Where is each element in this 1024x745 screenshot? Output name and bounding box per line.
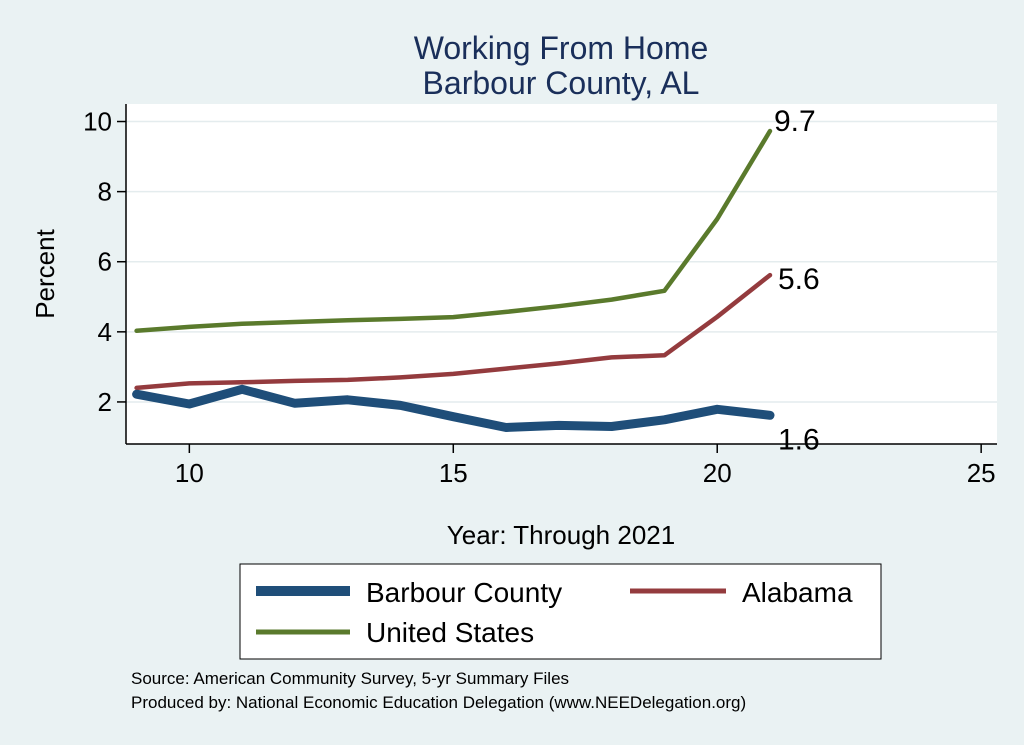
legend-label-united-states: United States bbox=[366, 617, 534, 648]
end-label-united-states: 9.7 bbox=[774, 105, 816, 138]
series-line-united-states bbox=[134, 128, 773, 334]
y-tick-label: 10 bbox=[83, 107, 112, 137]
y-axis-label: Percent bbox=[30, 228, 60, 318]
y-tick-label: 4 bbox=[98, 317, 112, 347]
y-tick-label: 6 bbox=[98, 247, 112, 277]
series-lines bbox=[132, 128, 775, 432]
legend-label-barbour-county: Barbour County bbox=[366, 577, 562, 608]
y-tick-label: 2 bbox=[98, 387, 112, 417]
end-label-barbour-county: 1.6 bbox=[778, 423, 820, 456]
series-line-alabama bbox=[134, 272, 773, 391]
chart-title: Working From Home bbox=[414, 30, 709, 66]
chart-subtitle: Barbour County, AL bbox=[423, 65, 700, 101]
x-tick-label: 15 bbox=[439, 458, 468, 488]
end-labels: 1.6 5.6 9.7 bbox=[774, 105, 820, 456]
end-label-alabama: 5.6 bbox=[778, 263, 820, 296]
x-tick-label: 20 bbox=[703, 458, 732, 488]
produced-by-note: Produced by: National Economic Education… bbox=[131, 693, 746, 712]
legend: Barbour County Alabama United States bbox=[239, 563, 882, 660]
y-tick-label: 8 bbox=[98, 177, 112, 207]
grid bbox=[126, 120, 997, 403]
legend-box bbox=[239, 563, 882, 660]
source-note: Source: American Community Survey, 5-yr … bbox=[131, 669, 569, 688]
plot-area bbox=[126, 104, 997, 444]
series-line-barbour-county bbox=[132, 384, 775, 432]
axes: 2 4 6 8 10 10 15 20 25 bbox=[83, 104, 997, 488]
x-tick-label: 10 bbox=[175, 458, 204, 488]
x-axis-label: Year: Through 2021 bbox=[447, 520, 675, 550]
x-tick-label: 25 bbox=[967, 458, 996, 488]
legend-label-alabama: Alabama bbox=[742, 577, 853, 608]
